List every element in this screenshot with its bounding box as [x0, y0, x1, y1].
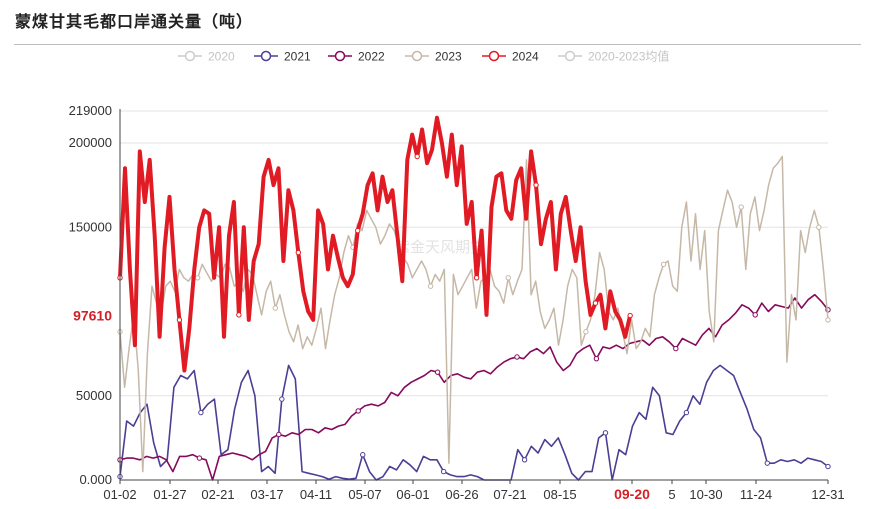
data-point	[194, 275, 201, 281]
legend: 2020 2021 2022 2023 2024 2020-2023均值	[178, 49, 669, 64]
y-tick-label: 200000	[69, 135, 112, 150]
legend-item-2024[interactable]: 2024	[482, 50, 539, 64]
series-layer	[117, 115, 831, 481]
legend-label: 2020	[208, 50, 235, 64]
y-tick-label: 0.000	[79, 472, 112, 487]
y-tick-label: 50000	[76, 388, 112, 403]
data-point	[473, 275, 480, 281]
data-point	[427, 283, 434, 289]
data-point	[592, 300, 599, 306]
x-tick-label: 01-02	[103, 487, 136, 502]
data-point	[825, 317, 831, 323]
legend-marker	[411, 50, 423, 62]
data-point	[198, 409, 204, 416]
data-point	[295, 249, 302, 256]
x-tick-label: 01-27	[153, 487, 186, 502]
x-tick-label: 11-24	[740, 487, 772, 502]
legend-label: 2021	[284, 50, 311, 64]
x-tick-label: 06-26	[445, 487, 478, 502]
data-point	[276, 431, 282, 438]
x-highlight-label: 09-20	[614, 486, 650, 502]
axes: 01-02 01-27 02-21 03-17 04-11 05-07 06-01 06-26…	[103, 109, 845, 502]
data-point	[825, 463, 831, 470]
legend-label: 2020-2023均值	[588, 49, 669, 64]
legend-marker	[564, 50, 576, 62]
legend-item-2022[interactable]: 2022	[328, 50, 385, 64]
data-point	[602, 430, 609, 436]
data-point	[176, 317, 183, 323]
series-line-2024	[118, 115, 633, 373]
data-point	[434, 369, 441, 375]
data-point	[752, 312, 758, 318]
x-tick-label: 12-31	[811, 487, 844, 502]
title-divider	[14, 44, 861, 45]
x-tick-label: 03-17	[250, 487, 283, 502]
x-tick-label: 5	[668, 487, 675, 502]
data-point	[196, 455, 203, 461]
data-point	[272, 305, 279, 311]
legend-label: 2023	[435, 50, 462, 64]
data-point	[673, 345, 679, 352]
data-point	[593, 355, 600, 362]
x-tick-label: 07-21	[493, 487, 526, 502]
legend-marker	[488, 50, 500, 62]
data-point	[505, 275, 511, 281]
x-tick-label: 04-11	[300, 487, 332, 502]
data-point	[440, 468, 447, 475]
x-tick-label: 02-21	[201, 487, 234, 502]
data-point	[683, 409, 690, 416]
data-point	[360, 452, 366, 458]
data-point	[414, 153, 420, 160]
x-tick-label: 05-07	[348, 487, 381, 502]
legend-label: 2022	[358, 50, 385, 64]
data-point	[355, 408, 361, 414]
data-point	[355, 227, 361, 234]
series-line-2022	[119, 293, 829, 481]
data-point	[627, 312, 633, 319]
data-point	[236, 312, 242, 318]
legend-item-2020[interactable]: 2020	[178, 50, 235, 64]
data-point	[279, 396, 285, 402]
data-point	[764, 460, 771, 466]
legend-marker	[184, 50, 196, 62]
legend-marker	[260, 50, 272, 62]
chart-title: 蒙煤甘其毛都口岸通关量（吨）	[15, 12, 254, 31]
y-tick-label: 219000	[69, 103, 112, 118]
legend-item-2020-2023均值[interactable]: 2020-2023均值	[558, 49, 669, 64]
series-line-2021	[119, 364, 829, 481]
y-highlight-label: 97610	[73, 308, 112, 324]
y-tick-label: 150000	[69, 219, 112, 234]
x-tick-label: 06-01	[396, 487, 429, 502]
data-point	[583, 329, 589, 335]
legend-item-2023[interactable]: 2023	[405, 50, 462, 64]
legend-marker	[334, 50, 346, 62]
data-point	[660, 261, 667, 268]
legend-label: 2024	[512, 50, 539, 64]
data-point	[521, 457, 528, 463]
data-point	[514, 354, 520, 360]
x-tick-label: 08-15	[543, 487, 576, 502]
data-point	[738, 204, 744, 210]
data-point	[533, 182, 539, 188]
x-tick-label: 10-30	[689, 487, 722, 502]
watermark: 紫金天风期货	[395, 238, 485, 256]
legend-item-2021[interactable]: 2021	[254, 50, 311, 64]
data-point	[816, 224, 822, 230]
